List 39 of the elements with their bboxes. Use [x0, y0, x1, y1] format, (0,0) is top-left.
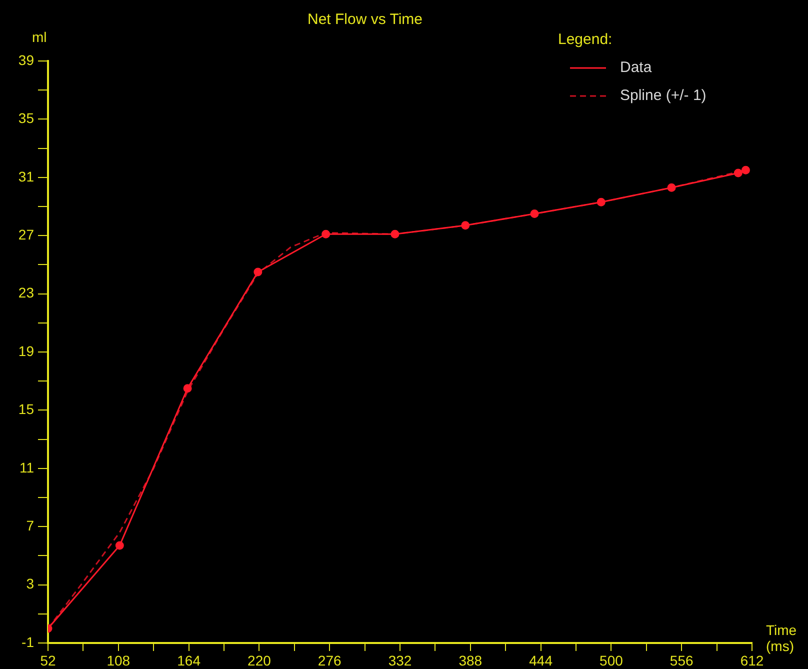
- point: [596, 198, 606, 206]
- point: [461, 221, 470, 230]
- y-tick-label: 39: [18, 52, 34, 68]
- y-tick-label: 27: [18, 226, 34, 242]
- y-tick-label: 3: [26, 576, 34, 592]
- point: [254, 268, 262, 276]
- point: [734, 168, 742, 178]
- x-tick-label: 108: [106, 652, 130, 668]
- y-tick-label: 19: [18, 342, 34, 359]
- x-tick-label: 556: [670, 652, 694, 668]
- x-tick-label: 388: [458, 652, 482, 668]
- y-axis-title: ml: [32, 28, 47, 45]
- legend-title: Legend:: [558, 31, 612, 48]
- x-axis-title: Time (ms): [766, 622, 797, 654]
- y-tick-label: -1: [22, 634, 34, 650]
- y-tick-label: 15: [18, 401, 34, 418]
- point: [667, 183, 676, 192]
- y-tick-label: 31: [18, 168, 34, 184]
- y-tick-label: 11: [19, 459, 34, 476]
- legend-label: Data: [620, 59, 652, 76]
- x-tick-label: 164: [177, 652, 201, 668]
- y-tick-label: 7: [26, 517, 34, 534]
- x-tick-label: 332: [388, 652, 412, 668]
- x-tick-label: 444: [529, 652, 553, 668]
- x-tick-label: 220: [248, 652, 272, 668]
- x-tick-label: 276: [318, 652, 342, 668]
- x-tick-label: 52: [40, 652, 56, 668]
- legend-label: Spline (+/- 1): [620, 87, 706, 104]
- point: [322, 230, 330, 238]
- y-tick-label: 35: [18, 110, 34, 126]
- point: [390, 230, 400, 238]
- y-tick-label: 23: [18, 284, 34, 301]
- point: [183, 384, 192, 393]
- x-tick-label: 500: [600, 652, 624, 668]
- point: [741, 166, 750, 174]
- point: [115, 541, 124, 550]
- point: [530, 210, 539, 218]
- chart-title: Net Flow vs Time: [307, 11, 423, 28]
- x-tick-label: 612: [740, 652, 764, 668]
